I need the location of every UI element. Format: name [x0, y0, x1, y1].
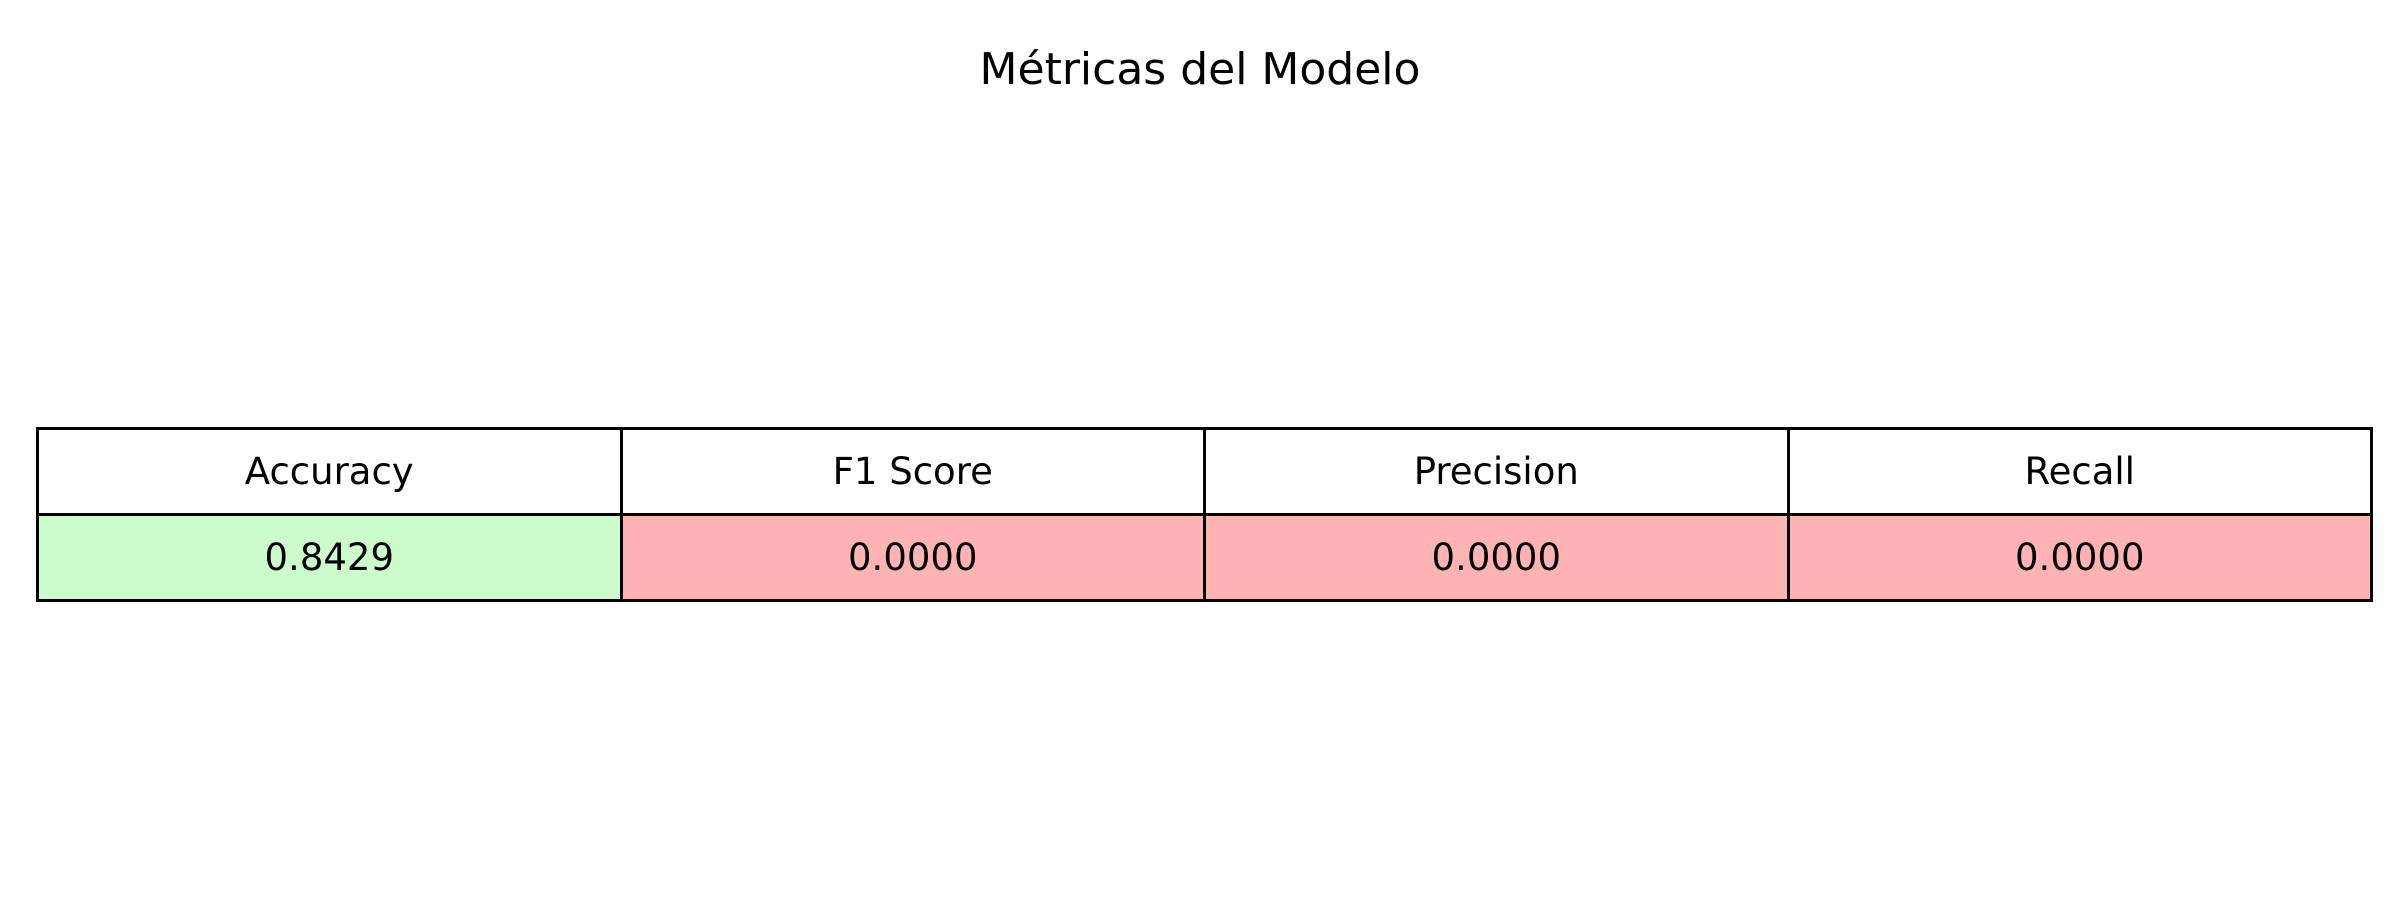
table-header-row: Accuracy F1 Score Precision Recall — [36, 427, 2373, 516]
cell-precision-value: 0.0000 — [1203, 513, 1790, 602]
header-f1-score: F1 Score — [619, 427, 1206, 516]
table-row: 0.8429 0.0000 0.0000 0.0000 — [36, 513, 2373, 602]
header-precision: Precision — [1203, 427, 1790, 516]
header-accuracy: Accuracy — [36, 427, 623, 516]
header-recall: Recall — [1786, 427, 2373, 516]
cell-f1-score-value: 0.0000 — [619, 513, 1206, 602]
chart-title: Métricas del Modelo — [979, 44, 1421, 95]
cell-recall-value: 0.0000 — [1786, 513, 2373, 602]
cell-accuracy-value: 0.8429 — [36, 513, 623, 602]
metrics-table: Accuracy F1 Score Precision Recall 0.842… — [36, 427, 2373, 602]
